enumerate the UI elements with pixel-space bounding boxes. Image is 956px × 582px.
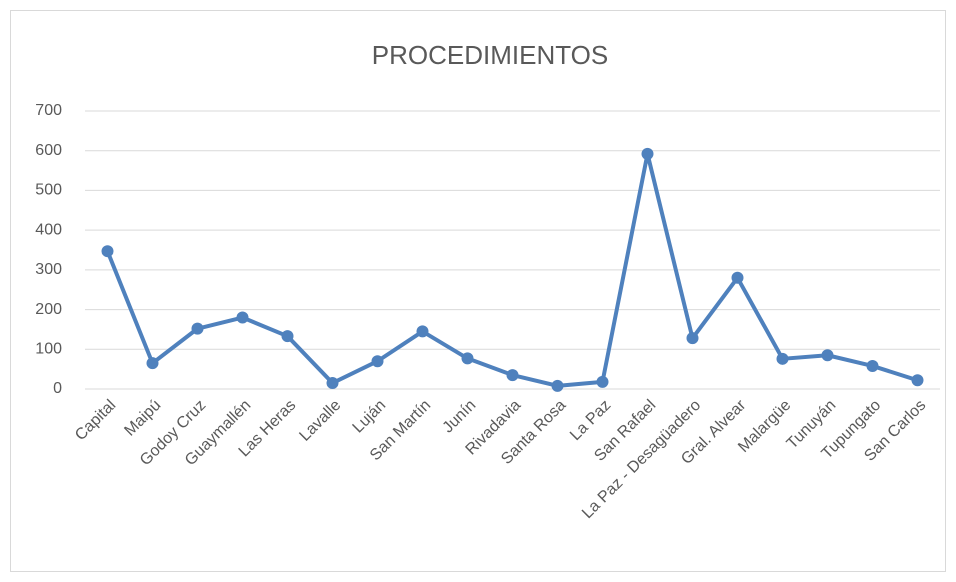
marker (686, 332, 699, 345)
marker (641, 147, 654, 160)
marker (101, 245, 114, 258)
y-tick-label: 700 (35, 102, 62, 119)
y-tick-label: 0 (53, 380, 62, 397)
y-tick-label: 400 (35, 221, 62, 238)
y-tick-label: 600 (35, 142, 62, 159)
marker (461, 352, 474, 365)
marker (281, 330, 294, 343)
marker (416, 325, 429, 338)
marker (776, 352, 789, 365)
chart-border (10, 10, 946, 572)
marker (866, 359, 879, 372)
marker (551, 379, 564, 392)
marker (731, 271, 744, 284)
marker (146, 357, 159, 370)
marker (596, 375, 609, 388)
y-tick-label: 100 (35, 341, 62, 358)
marker (821, 349, 834, 362)
marker (371, 355, 384, 368)
marker (911, 374, 924, 387)
marker (506, 369, 519, 382)
marker (236, 311, 249, 324)
chart-title: PROCEDIMIENTOS (372, 40, 608, 70)
y-tick-label: 300 (35, 261, 62, 278)
y-tick-label: 500 (35, 182, 62, 199)
marker (326, 377, 339, 390)
marker (191, 322, 204, 335)
y-tick-label: 200 (35, 301, 62, 318)
